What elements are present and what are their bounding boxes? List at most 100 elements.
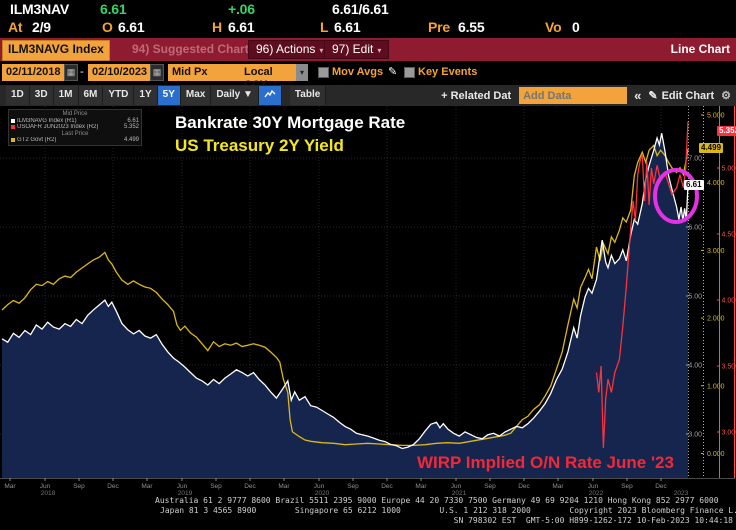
x-tick-label: Jun — [40, 483, 51, 490]
chevron-down-icon: ▾ — [377, 46, 382, 55]
actions-menu-button[interactable]: 96) Actions ▾ — [248, 40, 332, 59]
x-year-label: 2018 — [41, 490, 56, 497]
x-tick-label: Jun — [451, 483, 462, 490]
collapse-chevrons-icon[interactable]: « — [634, 88, 642, 103]
period-button-ytd[interactable]: YTD — [103, 86, 135, 105]
period-button-5y[interactable]: 5Y — [157, 86, 181, 105]
mov-avgs-checkbox[interactable] — [318, 67, 329, 78]
x-tick-label: Sep — [484, 483, 496, 490]
x-tick-label: Jun — [588, 483, 599, 490]
series-swatch-yellow — [11, 138, 15, 143]
legend-last-price-header: Last Price — [61, 130, 89, 137]
mortgage-rate-axis-label: 7.00 — [688, 156, 702, 163]
series-line-R2_yellow — [1, 144, 689, 447]
prev-value: 6.55 — [458, 19, 485, 35]
x-tick-label: Sep — [210, 483, 222, 490]
volume-label: Vo — [545, 19, 562, 35]
price-field-dropdown[interactable]: Mid Px — [168, 64, 240, 81]
legend-series-value: 6.61 — [127, 117, 139, 124]
x-tick-label: Mar — [552, 483, 564, 490]
x-tick-label: Jun — [177, 483, 188, 490]
treasury-2y-axis-label: 2.000 — [707, 316, 725, 323]
suggested-charts-button[interactable]: 94) Suggested Charts — [132, 42, 256, 56]
footer-session-info: SN 798302 EST GMT-5:00 H899-1262-172 10-… — [453, 516, 733, 525]
key-events-checkbox[interactable] — [404, 67, 415, 78]
x-tick-label: Sep — [621, 483, 633, 490]
period-button-1y[interactable]: 1Y — [134, 86, 158, 105]
pencil-icon[interactable]: ✎ — [648, 90, 658, 102]
chart-mode-label: Line Chart — [670, 42, 730, 56]
date-range-separator: - — [80, 66, 84, 78]
x-year-label: 2020 — [315, 490, 330, 497]
x-year-label: 2023 — [674, 490, 689, 497]
x-tick-label: Mar — [141, 483, 153, 490]
field-toolbar: 02/11/2018 ▦ - 02/10/2023 ▦ Mid Px Local… — [0, 61, 736, 91]
chart-legend: Mid Price ILM3NAVG Index (R1) 6.61 USOAF… — [8, 109, 142, 146]
calendar-icon[interactable]: ▦ — [64, 64, 78, 81]
gear-icon[interactable]: ⚙ — [721, 90, 731, 102]
series-line-R1 — [1, 133, 689, 450]
edit-menu-button[interactable]: 97) Edit ▾ — [324, 40, 390, 59]
last-value-badge-treasury: 4.499 — [699, 143, 724, 153]
treasury-2y-axis-label: 4.000 — [707, 180, 725, 187]
high-value: 6.61 — [228, 19, 255, 35]
edit-label: 97) Edit — [332, 42, 374, 56]
prev-label: Pre — [428, 19, 450, 35]
period-button-1m[interactable]: 1M — [53, 86, 79, 105]
mov-avgs-label: Mov Avgs — [332, 66, 384, 78]
x-year-label: 2021 — [452, 490, 467, 497]
last-value-badge-mortgage: 6.61 — [684, 180, 704, 190]
security-field[interactable]: ILM3NAVG Index — [2, 40, 110, 61]
last-price: 6.61 — [100, 1, 127, 17]
x-tick-label: Dec — [518, 483, 530, 490]
bid-ask: 6.61/6.61 — [332, 1, 389, 17]
period-button-table[interactable]: Table — [289, 86, 327, 105]
x-tick-label: Mar — [278, 483, 290, 490]
low-value: 6.61 — [334, 19, 361, 35]
period-button-daily-[interactable]: Daily ▼ — [211, 86, 259, 105]
annotation-title-mortgage: Bankrate 30Y Mortgage Rate — [175, 113, 406, 132]
legend-series-value: 4.499 — [123, 137, 139, 143]
calendar-icon[interactable]: ▦ — [150, 64, 164, 81]
x-tick-label: Dec — [655, 483, 667, 490]
legend-series-name: GT2 Govt (R2) — [17, 137, 57, 143]
date-from-input[interactable]: 02/11/2018 — [2, 64, 66, 81]
legend-row-gt2: GT2 Govt (R2) 4.499 — [11, 137, 139, 144]
period-button-1d[interactable]: 1D — [6, 86, 30, 105]
legend-series-name: ILM3NAVG Index (R1) — [17, 117, 77, 124]
x-year-label: 2019 — [178, 490, 193, 497]
wirp-axis-label: 4.500 — [722, 232, 736, 239]
series-swatch-red — [11, 125, 15, 130]
mortgage-rate-axis-label: 4.00 — [688, 363, 702, 370]
low-label: L — [320, 19, 329, 35]
wirp-axis-label: 3.500 — [722, 364, 736, 371]
edit-chart-button[interactable]: Edit Chart — [661, 89, 715, 102]
date-to-input[interactable]: 02/10/2023 — [88, 64, 152, 81]
x-tick-label: Dec — [381, 483, 393, 490]
treasury-2y-axis-label: 3.000 — [707, 248, 725, 255]
command-toolbar: ILM3NAVG Index 94) Suggested Charts 96) … — [0, 38, 736, 61]
chevron-down-icon[interactable]: ▾ — [296, 64, 308, 81]
period-button-max[interactable]: Max — [180, 86, 212, 105]
add-data-input[interactable] — [519, 87, 628, 104]
related-data-button[interactable]: + Related Dat — [441, 89, 512, 102]
at-label: At — [8, 19, 23, 35]
actions-label: 96) Actions — [256, 42, 316, 56]
last-value-badge-wirp: 5.352 — [717, 126, 736, 136]
line-chart-icon[interactable] — [258, 86, 282, 105]
legend-row-wirp: USOAFR JUN2023 Index (R2) 5.352 — [11, 124, 139, 131]
mortgage-rate-axis-label: 3.00 — [688, 432, 702, 439]
period-toolbar: 1D 3D 1M 6M YTD 1Y 5Y Max Daily ▼ Table + Related… — [0, 85, 736, 106]
period-button-3d[interactable]: 3D — [29, 86, 54, 105]
pencil-icon[interactable]: ✎ — [388, 66, 398, 78]
legend-row-mortgage: ILM3NAVG Index (R1) 6.61 — [11, 118, 139, 125]
legend-series-value: 5.352 — [123, 124, 139, 130]
annotation-title-treasury: US Treasury 2Y Yield — [175, 136, 344, 155]
legend-mid-price-header: Mid Price — [62, 111, 88, 117]
period-button-6m[interactable]: 6M — [78, 86, 104, 105]
key-events-label: Key Events — [418, 66, 478, 78]
legend-series-name: USOAFR JUN2023 Index (R2) — [17, 124, 99, 130]
wirp-axis-label: 5.000 — [722, 166, 736, 173]
